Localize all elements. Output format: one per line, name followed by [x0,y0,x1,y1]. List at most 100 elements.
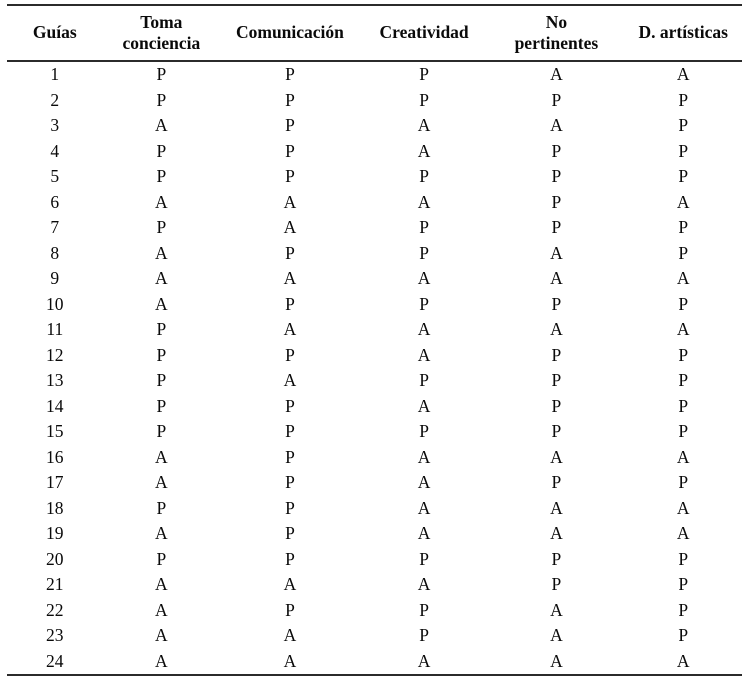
table-row: 1 P P P A A [7,61,742,88]
table-header-row: Guías Toma conciencia Comunicación Creat… [7,5,742,63]
value-cell: P [419,599,429,620]
value-cell: P [551,472,562,493]
value-cell: A [676,446,690,467]
value-cell: P [678,166,689,187]
value-cell: P [419,370,429,391]
guia-number-cell: 1 [50,64,60,85]
value-cell: P [156,421,167,442]
guia-number-cell: 15 [46,421,64,442]
value-cell: P [551,191,562,212]
table-row: 13 P A P P P [7,368,742,394]
value-cell: P [678,548,689,569]
value-cell: P [678,599,689,620]
value-cell: A [155,268,168,289]
value-cell: P [285,64,295,85]
value-cell: P [285,293,295,314]
value-cell: A [550,242,563,263]
value-cell: A [550,650,563,671]
value-cell: P [678,472,689,493]
value-cell: A [155,599,168,620]
guia-number-cell: 3 [50,115,60,136]
value-cell: A [417,446,431,467]
guia-number-cell: 20 [46,548,64,569]
value-cell: A [283,650,297,671]
guia-number-cell: 5 [50,166,60,187]
value-cell: P [678,115,689,136]
value-cell: A [155,472,168,493]
guia-number-cell: 16 [46,446,64,467]
value-cell: P [156,548,167,569]
value-cell: A [550,64,563,85]
value-cell: P [551,140,562,161]
value-cell: P [285,421,295,442]
value-cell: A [155,625,168,646]
value-cell: A [417,191,431,212]
guia-number-cell: 24 [46,650,64,671]
value-cell: P [678,140,689,161]
value-cell: P [285,548,295,569]
value-cell: A [550,446,563,467]
table-row: 17 A P A P P [7,470,742,496]
value-cell: P [678,574,689,595]
guides-evaluation-table: Guías Toma conciencia Comunicación Creat… [7,4,742,677]
value-cell: A [417,115,431,136]
table-row: 8 A P P A P [7,241,742,267]
guia-number-cell: 2 [50,89,60,110]
value-cell: A [155,191,168,212]
value-cell: P [419,166,429,187]
column-header-d-artisticas: D. artísticas [624,5,742,63]
value-cell: A [283,268,297,289]
column-header-guias: Guías [7,5,103,63]
table-row: 16 A P A A A [7,445,742,471]
value-cell: P [156,395,167,416]
table-row: 6 A A A P A [7,190,742,216]
value-cell: P [285,523,295,544]
table-row: 3 A P A A P [7,113,742,139]
table-row: 15 P P P P P [7,419,742,445]
table-row: 14 P P A P P [7,394,742,420]
value-cell: P [678,89,689,110]
value-cell: A [676,191,690,212]
value-cell: P [156,166,167,187]
value-cell: P [419,242,429,263]
value-cell: P [156,370,167,391]
value-cell: P [678,421,689,442]
guia-number-cell: 23 [46,625,64,646]
value-cell: A [550,268,563,289]
value-cell: P [678,242,689,263]
value-cell: P [285,395,295,416]
value-cell: A [550,625,563,646]
value-cell: A [417,523,431,544]
value-cell: A [155,242,168,263]
guia-number-cell: 11 [46,319,64,340]
value-cell: P [285,344,295,365]
value-cell: P [285,115,295,136]
guia-number-cell: 6 [50,191,60,212]
table-row: 23 A A P A P [7,623,742,649]
table-row: 12 P P A P P [7,343,742,369]
value-cell: A [417,344,431,365]
value-cell: P [551,89,562,110]
guia-number-cell: 19 [46,523,64,544]
value-cell: P [285,242,295,263]
value-cell: A [283,319,297,340]
guia-number-cell: 14 [46,395,64,416]
value-cell: P [551,574,562,595]
value-cell: P [551,421,562,442]
value-cell: A [550,497,563,518]
value-cell: A [550,319,563,340]
value-cell: P [156,319,167,340]
value-cell: P [419,64,429,85]
value-cell: A [676,64,690,85]
guia-number-cell: 21 [46,574,64,595]
column-header-no-pertinentes: No pertinentes [488,5,625,63]
value-cell: A [676,319,690,340]
column-header-creatividad: Creatividad [359,5,489,63]
value-cell: P [678,370,689,391]
value-cell: P [678,625,689,646]
value-cell: A [417,650,431,671]
value-cell: P [551,344,562,365]
value-cell: A [550,599,563,620]
value-cell: A [417,574,431,595]
table-row: 20 P P P P P [7,547,742,573]
